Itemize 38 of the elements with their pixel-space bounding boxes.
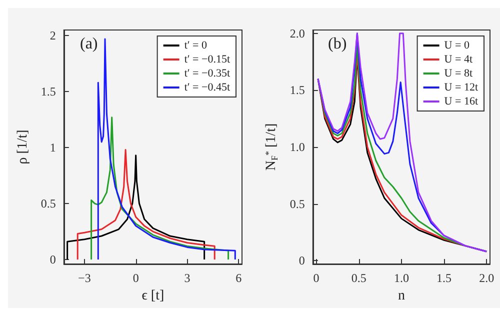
legend-label: t′ = −0.45t [184,82,230,94]
y-tick-label: 0 [50,252,56,267]
x-tick-label: 6 [236,271,242,285]
x-axis-title: ϵ [t] [142,288,164,304]
line-series [76,149,216,260]
legend-label: t′ = 0 [184,40,208,52]
y-tick-label: 2.0 [290,26,305,40]
y-tick-label: 1.5 [290,83,305,98]
x-tick-label: 3 [184,271,190,285]
y-tick-label: 0.5 [40,196,56,211]
annotation: (a) [80,36,98,52]
line-series [90,116,230,260]
x-tick-label: 2.0 [479,271,494,285]
x-tick-label: 1.0 [394,271,409,285]
legend-label: t′ = −0.15t [184,54,230,66]
annotation: (b) [328,36,347,52]
y-tick-label: 0 [298,254,305,268]
legend-label: U = 0 [444,40,470,52]
x-tick-label: 0.5 [351,271,366,285]
y-tick-label: 0.5 [290,196,305,211]
y-tick-label: 1.0 [290,140,305,154]
x-tick-label: −3 [78,271,91,285]
y-tick-label: 1.5 [40,84,56,99]
y-tick-label: 1 [50,140,56,155]
legend-label: U = 12t [444,82,478,94]
line-series [97,38,236,260]
x-tick-label: 1.5 [436,271,452,285]
legend-label: U = 16t [444,96,478,108]
legend-label: U = 8t [444,68,473,80]
x-tick-label: 0 [132,271,139,285]
legend-label: U = 4t [444,54,473,66]
y-tick-label: 2 [50,28,56,43]
y-axis-title: NF* [1/t] [264,123,280,171]
legend-label: t′ = −0.35t [184,68,230,80]
line-series [66,154,206,260]
x-axis-title: n [398,288,405,304]
y-axis-title: ρ [1/t] [16,130,30,164]
x-tick-label: 0 [313,271,320,285]
